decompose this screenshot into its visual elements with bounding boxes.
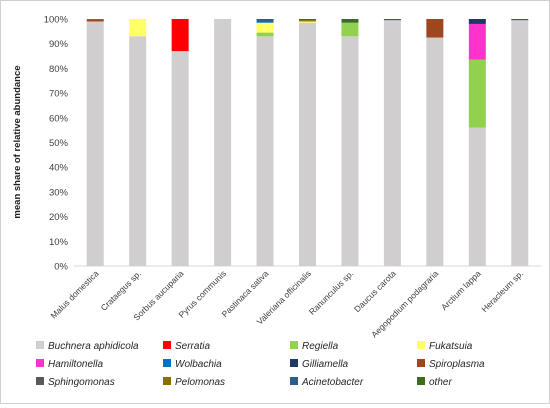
- legend-label: Pelomonas: [175, 377, 225, 388]
- legend-swatch: [417, 377, 425, 385]
- y-axis-label: mean share of relative abundance: [12, 65, 23, 218]
- legend-label: other: [429, 377, 452, 388]
- y-tick-label: 30%: [49, 187, 69, 198]
- bar-segment: [129, 36, 147, 266]
- legend-swatch: [163, 341, 171, 349]
- legend-swatch: [290, 341, 298, 349]
- legend-label: Sphingomonas: [48, 377, 115, 388]
- legend-swatch: [163, 377, 171, 385]
- bar-segment: [129, 19, 147, 37]
- legend-label: Serratia: [175, 341, 210, 352]
- legend-label: Buchnera aphidicola: [48, 341, 139, 352]
- bar-segment: [299, 21, 316, 23]
- bar-segment: [468, 127, 486, 267]
- bar-segment: [511, 20, 529, 266]
- legend-label: Spiroplasma: [429, 359, 485, 370]
- bar-segment: [383, 20, 401, 266]
- bar-segment: [341, 19, 359, 23]
- legend-swatch: [36, 341, 44, 349]
- y-tick-label: 60%: [49, 113, 69, 124]
- bar-segment: [468, 19, 486, 24]
- bar-segment: [341, 36, 359, 266]
- legend-swatch: [417, 341, 425, 349]
- legend-swatch: [36, 377, 44, 385]
- bar-segment: [341, 22, 359, 37]
- legend-swatch: [417, 359, 425, 367]
- y-tick-label: 40%: [49, 163, 69, 174]
- bar-segment: [299, 20, 316, 22]
- legend-swatch: [36, 359, 44, 367]
- bar-segment: [511, 19, 529, 21]
- x-tick-label: Daucus carota: [352, 268, 398, 314]
- bar-segment: [256, 32, 274, 37]
- legend-swatch: [290, 359, 298, 367]
- x-tick-label: Heracleum sp.: [479, 268, 525, 314]
- legend-label: Acinetobacter: [301, 377, 364, 388]
- legend: Buchnera aphidicola Serratia Regiella Fukat…: [36, 341, 485, 388]
- bar-segment: [383, 19, 401, 21]
- legend-label: Fukatsuia: [429, 341, 473, 352]
- y-tick-label: 0%: [54, 262, 68, 273]
- bar-segment: [426, 37, 444, 266]
- x-tick-label: Arctium lappa: [439, 268, 483, 312]
- bar-segment: [171, 19, 189, 52]
- y-tick-label: 100%: [44, 15, 69, 26]
- bar-segment: [299, 19, 316, 21]
- bars: [86, 19, 529, 267]
- y-tick-label: 20%: [49, 212, 69, 223]
- bar-segment: [426, 19, 444, 38]
- x-tick-label: Ranunculus sp.: [307, 268, 356, 317]
- bar-segment: [256, 19, 274, 22]
- bar-segment: [171, 51, 189, 266]
- bar-segment: [299, 22, 316, 267]
- legend-label: Regiella: [302, 341, 339, 352]
- bar-segment: [86, 19, 104, 20]
- y-tick-label: 80%: [49, 64, 69, 75]
- x-tick-label: Crataegus sp.: [99, 268, 143, 312]
- legend-swatch: [163, 359, 171, 367]
- bar-segment: [468, 59, 486, 128]
- bar-segment: [86, 19, 104, 22]
- bar-segment: [256, 36, 274, 266]
- legend-label: Hamiltonella: [48, 359, 103, 370]
- bar-segment: [256, 21, 274, 23]
- bar-segment: [468, 23, 486, 60]
- x-tick-label: Malus domestica: [48, 268, 100, 320]
- y-tick-label: 70%: [49, 89, 69, 100]
- bar-segment: [214, 19, 232, 266]
- bar-segment: [256, 22, 274, 33]
- legend-label: Gilliamella: [302, 359, 349, 370]
- legend-swatch: [290, 377, 298, 385]
- y-tick-labels: 0% 10% 20% 30% 40% 50% 60% 70% 80% 90% 100%: [44, 15, 69, 273]
- bar-segment: [86, 21, 104, 266]
- legend-label: Wolbachia: [175, 359, 222, 370]
- y-tick-label: 90%: [49, 39, 69, 50]
- y-tick-label: 50%: [49, 138, 69, 149]
- y-tick-label: 10%: [49, 237, 69, 248]
